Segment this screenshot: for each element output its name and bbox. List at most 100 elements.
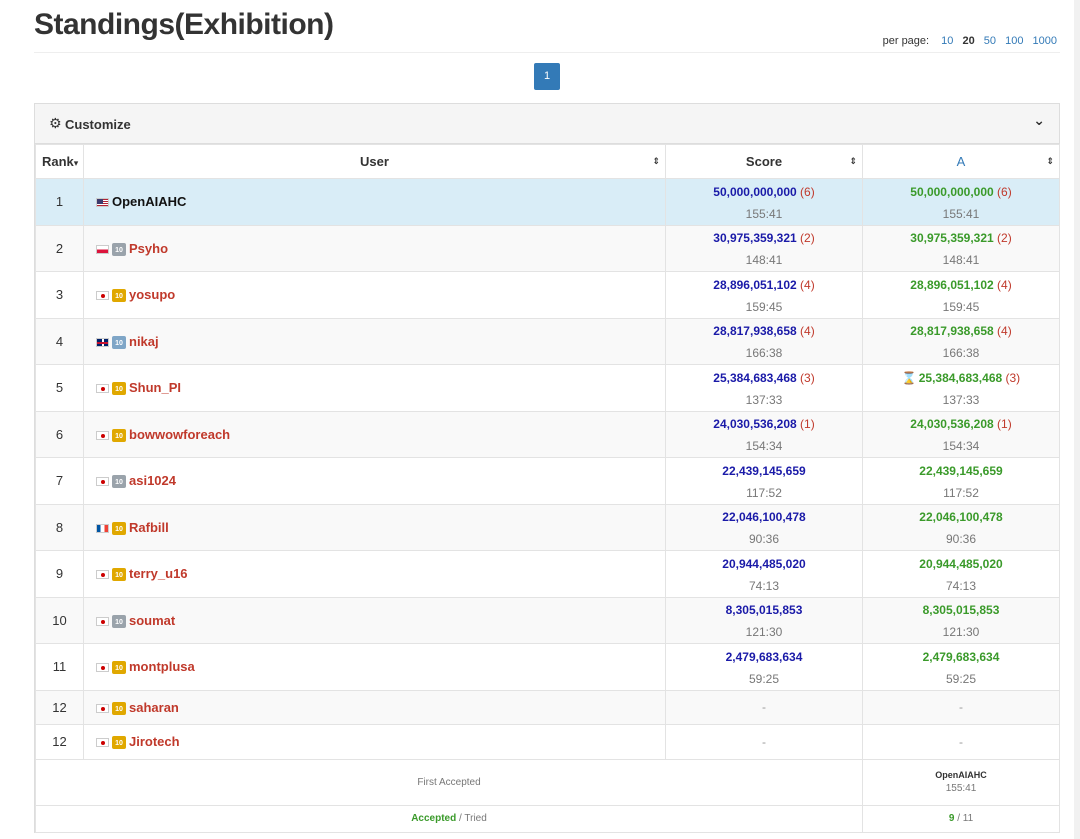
header-rank[interactable]: Rank▾ <box>35 144 84 179</box>
score-time: 148:41 <box>745 253 783 268</box>
country-flag-icon <box>96 738 109 748</box>
rating-crown-icon: 10 <box>112 661 126 675</box>
rating-crown-icon: 10 <box>112 242 126 256</box>
score-cell: 28,817,938,658 (4) 166:38 <box>665 317 863 365</box>
task-score-value[interactable]: 8,305,015,853 <box>922 603 1000 618</box>
user-cell: 10 Rafbill <box>83 503 666 551</box>
country-flag-icon <box>96 663 109 673</box>
score-cell: 50,000,000,000 (6) 155:41 <box>665 178 863 226</box>
task-time: 154:34 <box>942 439 980 454</box>
sort-icon[interactable]: ⇕ <box>652 156 660 166</box>
title-divider <box>34 52 1060 53</box>
per-page-20[interactable]: 20 <box>962 35 975 47</box>
task-score-value[interactable]: 28,817,938,658 (4) <box>910 324 1012 339</box>
user-link[interactable]: yosupo <box>129 287 176 303</box>
task-penalty-count: (4) <box>997 324 1012 339</box>
per-page-10[interactable]: 10 <box>941 35 954 47</box>
table-row: 12 10 Jirotech - - <box>35 724 1060 760</box>
score-cell: 24,030,536,208 (1) 154:34 <box>665 410 863 458</box>
header-user-label: User <box>360 154 389 169</box>
table-row: 7 10 asi1024 22,439,145,659 117:52 22,439,14… <box>35 457 1060 505</box>
first-accepted-cell: OpenAIAHC 155:41 <box>862 758 1060 806</box>
table-row: 5 10 Shun_PI 25,384,683,468 (3) 137:33 ⌛ 25,38… <box>35 364 1060 412</box>
user-cell: 10 bowwowforeach <box>83 410 666 458</box>
user-link[interactable]: terry_u16 <box>129 566 188 582</box>
table-row: 10 10 soumat 8,305,015,853 121:30 8,305,015,… <box>35 596 1060 644</box>
score-cell: 8,305,015,853 121:30 <box>665 596 863 644</box>
task-time: 74:13 <box>945 578 977 593</box>
score-value: 28,896,051,102 (4) <box>713 277 815 292</box>
per-page-1000[interactable]: 1000 <box>1032 35 1057 47</box>
task-penalty-count: (1) <box>997 417 1012 432</box>
per-page-50[interactable]: 50 <box>983 35 997 47</box>
score-time: 159:45 <box>745 299 783 314</box>
page-scrollbar[interactable] <box>1074 0 1080 839</box>
per-page-100[interactable]: 100 <box>1005 35 1024 47</box>
header-task-a-link[interactable]: A <box>956 154 966 169</box>
pagination-page-1[interactable]: 1 <box>534 63 560 90</box>
task-score-value[interactable]: 2,479,683,634 <box>922 649 1000 664</box>
task-penalty-count: (4) <box>997 277 1012 292</box>
rank-cell: 12 <box>35 724 84 760</box>
sort-icon[interactable]: ⇕ <box>1046 156 1054 166</box>
user-link[interactable]: OpenAIAHC <box>112 194 187 210</box>
task-score-value[interactable]: 22,046,100,478 <box>919 510 1003 525</box>
task-score-value[interactable]: 50,000,000,000 (6) <box>910 184 1012 199</box>
task-a-cell: 28,896,051,102 (4) 159:45 <box>862 271 1060 319</box>
user-link[interactable]: saharan <box>129 699 179 715</box>
standings-table: Rank▾ User ⇕ Score ⇕ A ⇕ 1 OpenAIAHC 50,000,0… <box>35 144 1060 833</box>
chevron-down-icon[interactable]: ⌄ <box>1033 112 1045 128</box>
user-cell: 10 nikaj <box>83 317 666 365</box>
user-link[interactable]: Psyho <box>129 240 169 256</box>
task-score-value[interactable]: 28,896,051,102 (4) <box>910 277 1012 292</box>
task-score-value[interactable]: 22,439,145,659 <box>919 463 1003 478</box>
score-cell: 20,944,485,020 74:13 <box>665 550 863 598</box>
rating-crown-icon: 10 <box>112 382 126 396</box>
score-time: 154:34 <box>745 439 783 454</box>
rating-crown-icon: 10 <box>112 521 126 535</box>
header-task-a[interactable]: A ⇕ <box>862 144 1060 179</box>
task-score-value[interactable]: 24,030,536,208 (1) <box>910 417 1012 432</box>
task-score-value[interactable]: ⌛ 25,384,683,468 (3) <box>901 370 1021 385</box>
country-flag-icon <box>96 198 109 208</box>
task-time: 121:30 <box>942 625 980 640</box>
per-page-selector: per page: 10 20 50 100 1000 <box>883 35 1060 47</box>
task-a-cell: 28,817,938,658 (4) 166:38 <box>862 317 1060 365</box>
customize-bar[interactable]: ⚙ Customize ⌄ <box>35 104 1059 144</box>
score-time: 121:30 <box>745 625 783 640</box>
user-link[interactable]: Jirotech <box>129 734 180 750</box>
score-time: 74:13 <box>748 578 780 593</box>
score-time: 59:25 <box>748 671 780 686</box>
user-link[interactable]: Shun_PI <box>129 380 182 396</box>
first-accepted-user[interactable]: OpenAIAHC <box>935 770 987 780</box>
user-link[interactable]: montplusa <box>129 659 195 675</box>
task-time: 59:25 <box>945 671 977 686</box>
accepted-tried-count: 9 / 11 <box>862 804 1060 833</box>
rating-crown-icon: 10 <box>112 701 126 715</box>
user-link[interactable]: bowwowforeach <box>129 426 231 442</box>
penalty-count: (4) <box>800 324 815 339</box>
score-time: 166:38 <box>745 346 783 361</box>
table-header-row: Rank▾ User ⇕ Score ⇕ A ⇕ <box>35 144 1060 179</box>
user-cell: 10 asi1024 <box>83 457 666 505</box>
task-score-value[interactable]: 20,944,485,020 <box>919 556 1003 571</box>
user-link[interactable]: soumat <box>129 612 176 628</box>
score-value: 22,439,145,659 <box>722 463 806 478</box>
table-row: 12 10 saharan - - <box>35 689 1060 725</box>
user-cell: 10 terry_u16 <box>83 550 666 598</box>
user-link[interactable]: nikaj <box>129 333 159 349</box>
sort-caret-icon: ▾ <box>73 158 79 168</box>
tried-label: / Tried <box>456 813 487 824</box>
penalty-count: (3) <box>800 370 815 385</box>
task-score-value[interactable]: 30,975,359,321 (2) <box>910 231 1012 246</box>
sort-icon[interactable]: ⇕ <box>849 156 857 166</box>
rating-crown-icon: 10 <box>112 614 126 628</box>
user-cell: OpenAIAHC <box>83 178 666 226</box>
task-time: 117:52 <box>943 485 979 500</box>
score-value: 24,030,536,208 (1) <box>713 417 815 432</box>
user-cell: 10 saharan <box>83 689 666 725</box>
header-user[interactable]: User ⇕ <box>83 144 666 179</box>
user-link[interactable]: asi1024 <box>129 473 176 489</box>
header-score[interactable]: Score ⇕ <box>665 144 863 179</box>
user-link[interactable]: Rafbill <box>129 519 169 535</box>
